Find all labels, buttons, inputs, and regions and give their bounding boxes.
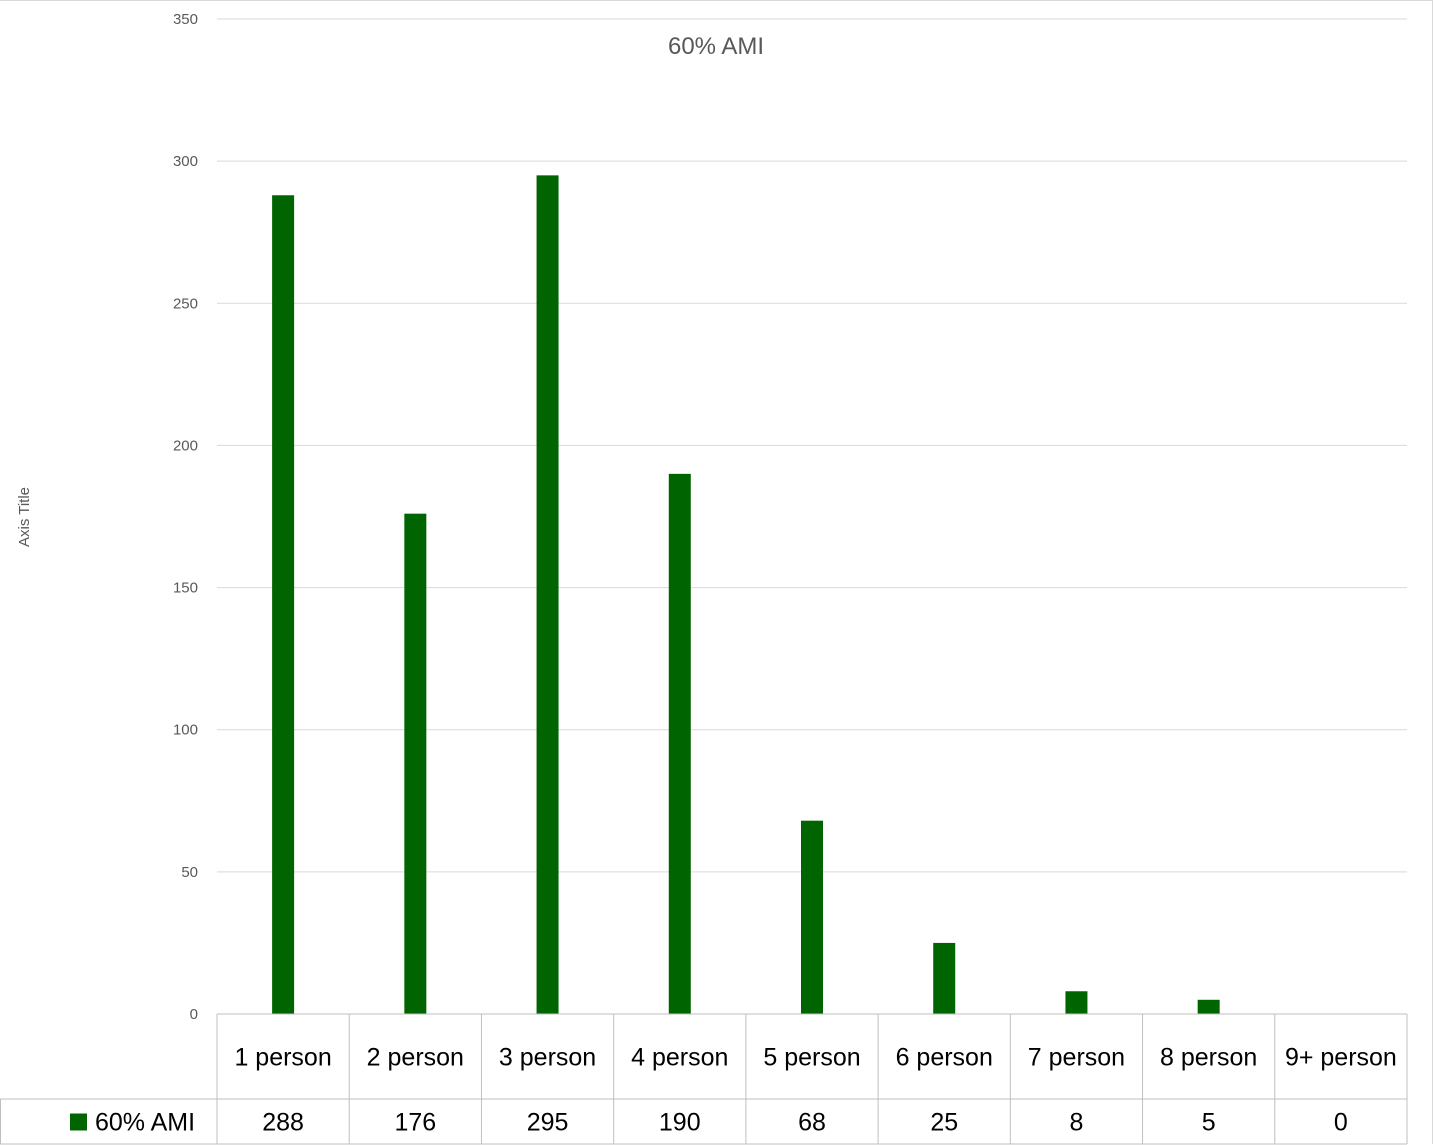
- bar: [536, 175, 559, 1014]
- y-tick-label: 0: [190, 1006, 198, 1023]
- bars: [272, 175, 1220, 1014]
- chart-title: 60% AMI: [668, 33, 764, 60]
- x-category-label: 9+ person: [1285, 1044, 1397, 1072]
- data-table: 1 person 2 person 3 person 4 person 5 person…: [0, 1013, 1408, 1145]
- y-axis-ticks: 0 50 100 150 200 250 300 350: [173, 11, 198, 1023]
- x-category-label: 8 person: [1160, 1044, 1257, 1072]
- legend-swatch: [70, 1113, 87, 1131]
- data-table-value: 5: [1202, 1109, 1216, 1137]
- x-category-label: 2 person: [367, 1044, 464, 1072]
- data-table-value: 295: [527, 1109, 569, 1137]
- y-tick-label: 250: [173, 295, 198, 312]
- y-tick-label: 200: [173, 437, 198, 454]
- y-tick-label: 50: [181, 864, 198, 881]
- x-category-label: 7 person: [1028, 1044, 1125, 1072]
- data-table-value: 0: [1334, 1109, 1348, 1137]
- data-table-value: 190: [659, 1109, 701, 1137]
- y-axis-title: Axis Title: [16, 487, 33, 547]
- data-table-value: 68: [798, 1109, 826, 1137]
- y-tick-label: 100: [173, 722, 198, 739]
- gridlines: [217, 18, 1407, 873]
- bar: [272, 195, 295, 1014]
- y-tick-label: 350: [173, 11, 198, 28]
- x-category-label: 3 person: [499, 1044, 596, 1072]
- data-table-value: 288: [262, 1109, 304, 1137]
- bar: [404, 513, 427, 1014]
- data-table-value: 176: [394, 1109, 436, 1137]
- bar: [801, 820, 823, 1014]
- x-category-label: 5 person: [763, 1044, 860, 1072]
- bar: [1197, 999, 1220, 1014]
- bar: [668, 473, 691, 1014]
- x-category-label: 4 person: [631, 1044, 728, 1072]
- data-table-value: 25: [930, 1109, 958, 1137]
- bar: [933, 942, 956, 1014]
- x-category-label: 1 person: [234, 1044, 331, 1072]
- bar: [1065, 991, 1088, 1014]
- legend-series-name: 60% AMI: [95, 1109, 195, 1137]
- y-tick-label: 300: [173, 153, 198, 170]
- y-tick-label: 150: [173, 580, 198, 597]
- data-table-value: 8: [1069, 1109, 1083, 1137]
- x-category-label: 6 person: [896, 1044, 993, 1072]
